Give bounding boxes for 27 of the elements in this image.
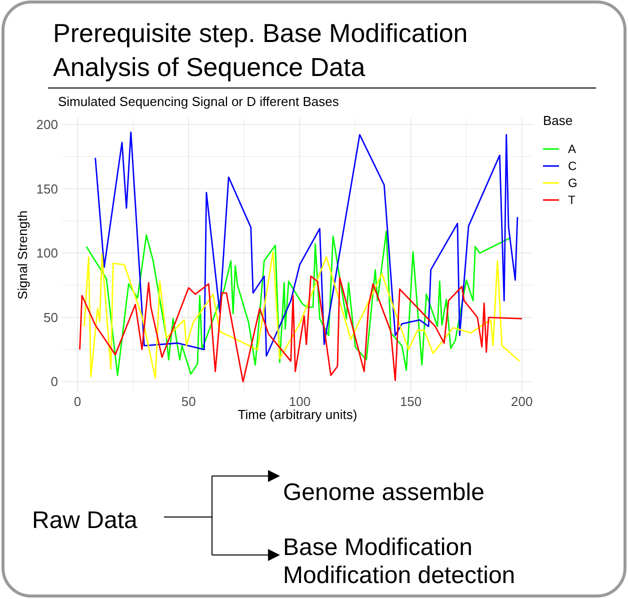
x-tick-label: 150	[400, 394, 422, 409]
line-series	[94, 131, 518, 357]
legend-label: C	[568, 159, 577, 173]
y-tick-label: 200	[36, 116, 58, 132]
text: Raw Data	[32, 507, 138, 534]
x-tick-label: 100	[288, 394, 311, 409]
y-tick-label: 50	[44, 310, 58, 325]
text: Modification detection	[283, 562, 516, 589]
y-tick-label: 100	[36, 246, 58, 261]
legend-label: T	[568, 193, 576, 207]
x-tick-label: 50	[181, 394, 196, 409]
text: Base Modification	[283, 534, 472, 561]
x-axis-title: Time (arbitrary units)	[238, 407, 358, 422]
y-axis-title: Signal Strength	[15, 210, 30, 300]
line-series	[84, 251, 520, 379]
x-tick-label: 0	[74, 394, 82, 409]
legend-label: A	[568, 142, 576, 156]
chart-title: Prerequisite step. Base Modification Analysis of Sequence Data	[53, 18, 468, 82]
line-series	[86, 230, 512, 376]
line-series	[79, 276, 523, 382]
legend-label: G	[568, 176, 578, 190]
y-tick-label: 0	[50, 374, 58, 390]
text: Genome assemble	[283, 479, 484, 506]
x-tick-label: 200	[511, 394, 533, 409]
chart-subtitle: Simulated Sequencing Signal or D ifferent Bases	[58, 94, 340, 109]
y-tick-label: 150	[36, 181, 58, 196]
legend-title: Base	[543, 113, 573, 128]
